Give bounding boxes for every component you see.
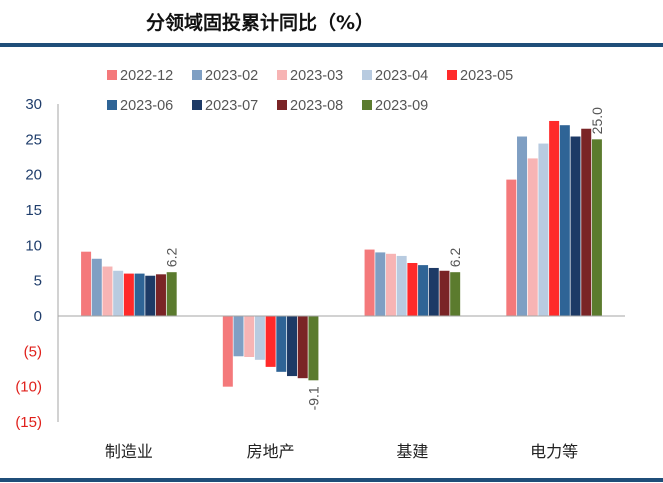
y-tick-label: (15) (15, 414, 42, 431)
bar (123, 273, 134, 316)
legend-swatch (277, 100, 287, 110)
legend-swatch (447, 70, 457, 80)
bottom-rule (0, 478, 663, 482)
bar (538, 143, 549, 316)
bar (308, 316, 319, 381)
bar (113, 270, 124, 316)
y-tick-label: 20 (25, 167, 42, 184)
x-category-label: 房地产 (247, 442, 295, 461)
legend-label: 2023-07 (205, 98, 258, 114)
data-label: -9.1 (305, 386, 321, 410)
title-underline (0, 43, 663, 47)
bar (233, 316, 244, 357)
bar (581, 128, 592, 316)
y-tick-label: 25 (25, 131, 42, 148)
bar (254, 316, 265, 360)
bar (549, 120, 560, 317)
bar (591, 139, 602, 316)
legend-swatch (107, 70, 117, 80)
legend-label: 2023-09 (375, 98, 428, 114)
bar (102, 266, 113, 316)
bar (506, 179, 517, 316)
bar (276, 316, 287, 372)
data-label: 6.2 (164, 248, 180, 268)
bar (418, 265, 429, 316)
y-tick-label: 30 (25, 96, 42, 113)
bar (450, 272, 461, 316)
bar (527, 158, 538, 316)
bar (166, 272, 177, 316)
chart-title: 分领域固投累计同比（%） (145, 12, 375, 34)
legend-swatch (192, 100, 202, 110)
bar (91, 258, 102, 316)
bar (559, 125, 570, 316)
legend-label: 2022-12 (120, 68, 173, 84)
legend-swatch (107, 100, 117, 110)
x-category-label: 制造业 (105, 442, 153, 461)
bar (81, 251, 92, 316)
data-label: 6.2 (447, 248, 463, 268)
bar (155, 274, 166, 316)
legend-label: 2023-08 (290, 98, 343, 114)
x-category-label: 基建 (396, 442, 428, 461)
bar (385, 253, 396, 316)
bar (265, 316, 276, 367)
bar (134, 273, 145, 316)
legend-swatch (362, 70, 372, 80)
legend-swatch (192, 70, 202, 80)
bar (517, 136, 528, 316)
legend-swatch (277, 70, 287, 80)
legend-label: 2023-05 (460, 68, 513, 84)
bar (439, 270, 450, 316)
data-label: 25.0 (589, 107, 605, 134)
bar (222, 316, 233, 387)
legend-label: 2023-03 (290, 68, 343, 84)
y-tick-label: 5 (34, 273, 42, 290)
y-tick-label: 10 (25, 237, 42, 254)
bar (407, 263, 418, 316)
bar (375, 252, 386, 316)
legend-label: 2023-04 (375, 68, 428, 84)
bar (145, 275, 156, 316)
legend-label: 2023-02 (205, 68, 258, 84)
legend-swatch (362, 100, 372, 110)
y-tick-label: (5) (24, 343, 42, 360)
legend-label: 2023-06 (120, 98, 173, 114)
x-category-label: 电力等 (530, 442, 578, 461)
bar (287, 316, 298, 377)
bar (364, 249, 375, 316)
bar (297, 316, 308, 379)
bar (244, 316, 255, 357)
bar (428, 267, 439, 316)
y-tick-label: 0 (34, 308, 42, 325)
bar (570, 136, 581, 316)
y-tick-label: (10) (15, 379, 42, 396)
bar (396, 255, 407, 316)
y-tick-label: 15 (25, 202, 42, 219)
